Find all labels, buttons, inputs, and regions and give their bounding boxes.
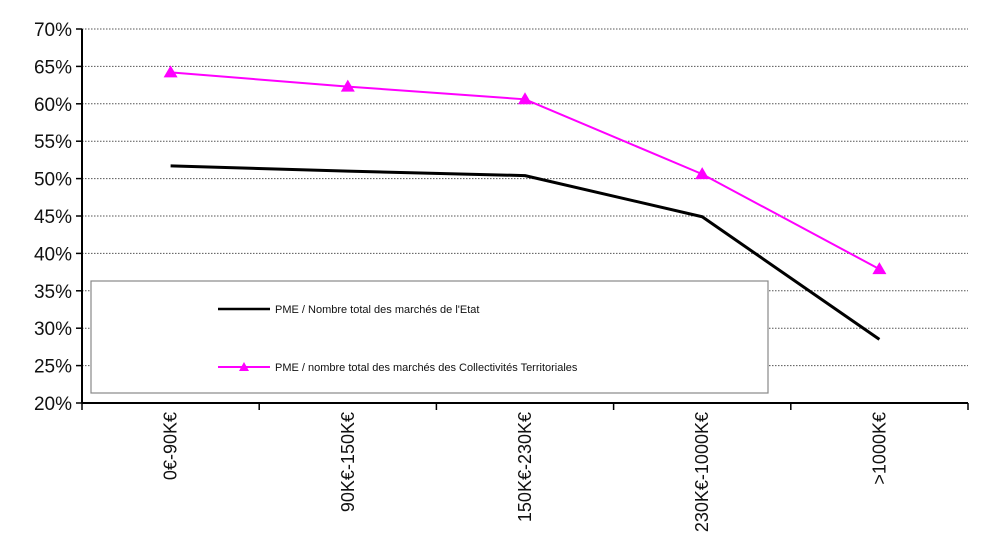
y-tick-label: 60% <box>34 95 72 116</box>
series-layer <box>163 65 887 341</box>
legend: PME / Nombre total des marchés de l'Etat… <box>90 280 769 394</box>
x-axis-ticks: 0€-90K€ 90K€-150K€ 150K€-230K€ 230K€-1000K€… <box>81 403 969 532</box>
series-marker-1 <box>695 167 710 180</box>
x-category-label: 90K€-150K€ <box>338 412 358 512</box>
y-tick-label: 50% <box>34 170 72 191</box>
y-axis-ticks: 20% 25% 30% 35% 40% 45% 50% 55% 60% 65% 70% <box>34 20 82 415</box>
legend-label-collectivites: PME / nombre total des marchés des Colle… <box>275 362 578 374</box>
x-category-label: >1000K€ <box>869 412 889 485</box>
y-tick-label: 65% <box>34 57 72 78</box>
x-category-label: 0€-90K€ <box>161 412 181 480</box>
series-marker-1 <box>518 92 532 105</box>
y-tick-label: 25% <box>34 357 72 378</box>
y-tick-label: 70% <box>34 20 72 41</box>
series-marker-1 <box>872 262 887 275</box>
x-category-label: 150K€-230K€ <box>515 412 535 522</box>
y-tick-label: 45% <box>34 207 72 228</box>
gridlines <box>82 28 968 367</box>
y-tick-label: 35% <box>34 282 72 303</box>
x-category-label: 230K€-1000K€ <box>692 412 712 532</box>
series-marker-1 <box>340 79 355 92</box>
series-line-0 <box>170 164 881 341</box>
y-tick-label: 40% <box>34 244 72 265</box>
series-marker-1 <box>163 65 178 78</box>
y-tick-label: 20% <box>34 394 72 415</box>
y-tick-label: 55% <box>34 132 72 153</box>
legend-marker-collectivites <box>239 362 249 371</box>
legend-box <box>90 280 769 394</box>
y-tick-label: 30% <box>34 319 72 340</box>
legend-label-etat: PME / Nombre total des marchés de l'Etat <box>275 304 479 316</box>
